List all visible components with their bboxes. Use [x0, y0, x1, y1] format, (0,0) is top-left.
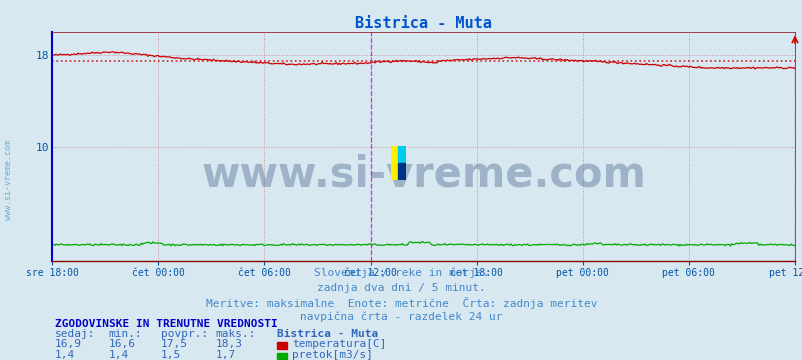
- Text: 1,7: 1,7: [215, 350, 235, 360]
- Text: 1,4: 1,4: [108, 350, 128, 360]
- Text: ZGODOVINSKE IN TRENUTNE VREDNOSTI: ZGODOVINSKE IN TRENUTNE VREDNOSTI: [55, 319, 277, 329]
- Text: pretok[m3/s]: pretok[m3/s]: [292, 350, 373, 360]
- Bar: [398, 163, 405, 180]
- Title: Bistrica - Muta: Bistrica - Muta: [354, 16, 492, 31]
- Text: 1,4: 1,4: [55, 350, 75, 360]
- Text: www.si-vreme.com: www.si-vreme.com: [3, 140, 13, 220]
- Text: povpr.:: povpr.:: [160, 329, 208, 339]
- Text: 17,5: 17,5: [160, 339, 188, 350]
- Text: Bistrica - Muta: Bistrica - Muta: [277, 329, 378, 339]
- Text: 16,9: 16,9: [55, 339, 82, 350]
- Text: navpična črta - razdelek 24 ur: navpična črta - razdelek 24 ur: [300, 311, 502, 322]
- Text: zadnja dva dni / 5 minut.: zadnja dva dni / 5 minut.: [317, 283, 485, 293]
- Text: 16,6: 16,6: [108, 339, 136, 350]
- Text: temperatura[C]: temperatura[C]: [292, 339, 387, 350]
- Bar: [391, 146, 398, 180]
- Bar: [398, 146, 405, 163]
- Text: 18,3: 18,3: [215, 339, 242, 350]
- Text: www.si-vreme.com: www.si-vreme.com: [200, 153, 646, 195]
- Text: sedaj:: sedaj:: [55, 329, 95, 339]
- Text: min.:: min.:: [108, 329, 142, 339]
- Text: Slovenija / reke in morje.: Slovenija / reke in morje.: [314, 268, 488, 278]
- Text: maks.:: maks.:: [215, 329, 255, 339]
- Text: Meritve: maksimalne  Enote: metrične  Črta: zadnja meritev: Meritve: maksimalne Enote: metrične Črta…: [205, 297, 597, 309]
- Text: 1,5: 1,5: [160, 350, 180, 360]
